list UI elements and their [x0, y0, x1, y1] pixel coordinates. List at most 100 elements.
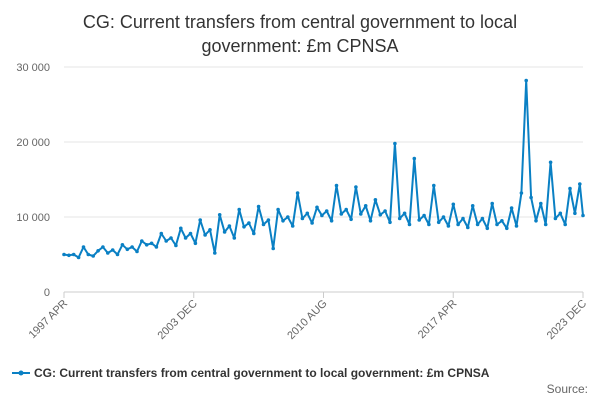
data-point[interactable] — [247, 221, 251, 225]
data-point[interactable] — [563, 222, 567, 227]
data-point[interactable] — [174, 243, 178, 248]
data-point[interactable] — [281, 219, 285, 223]
data-point[interactable] — [62, 252, 66, 257]
data-point[interactable] — [96, 249, 100, 253]
data-point[interactable] — [144, 243, 149, 247]
data-point[interactable] — [539, 201, 543, 206]
data-point[interactable] — [543, 222, 548, 227]
data-point[interactable] — [305, 211, 310, 216]
data-point[interactable] — [485, 226, 490, 231]
data-point[interactable] — [388, 220, 392, 225]
data-point[interactable] — [558, 211, 563, 216]
data-point[interactable] — [519, 191, 524, 195]
data-point[interactable] — [568, 186, 572, 191]
data-point[interactable] — [266, 218, 271, 222]
data-point[interactable] — [378, 213, 383, 217]
data-point[interactable] — [393, 141, 397, 146]
data-point[interactable] — [71, 252, 76, 257]
data-point[interactable] — [397, 216, 402, 221]
data-point[interactable] — [91, 254, 95, 258]
legend[interactable]: CG: Current transfers from central gover… — [12, 366, 490, 380]
data-point[interactable] — [135, 249, 139, 254]
data-point[interactable] — [183, 236, 188, 240]
data-point[interactable] — [373, 198, 378, 202]
data-point[interactable] — [402, 211, 407, 216]
data-point[interactable] — [509, 206, 514, 210]
data-point[interactable] — [208, 228, 212, 232]
data-point[interactable] — [573, 211, 577, 216]
data-point[interactable] — [106, 251, 110, 255]
data-point[interactable] — [441, 215, 446, 219]
data-point[interactable] — [368, 219, 373, 223]
data-point[interactable] — [315, 205, 319, 210]
data-point[interactable] — [149, 241, 154, 246]
data-point[interactable] — [237, 207, 241, 212]
data-point[interactable] — [324, 209, 329, 213]
data-point[interactable] — [290, 224, 295, 228]
data-point[interactable] — [193, 241, 198, 246]
data-point[interactable] — [432, 183, 436, 188]
data-point[interactable] — [159, 231, 164, 236]
data-point[interactable] — [407, 222, 412, 227]
data-point[interactable] — [130, 245, 134, 249]
data-point[interactable] — [256, 204, 261, 209]
data-point[interactable] — [140, 239, 144, 243]
data-point[interactable] — [529, 195, 533, 200]
data-point[interactable] — [553, 216, 558, 221]
data-point[interactable] — [436, 220, 441, 225]
data-point[interactable] — [203, 233, 207, 237]
data-point[interactable] — [188, 231, 193, 236]
data-point[interactable] — [110, 248, 115, 252]
data-point[interactable] — [222, 230, 227, 234]
data-point[interactable] — [101, 245, 105, 249]
data-point[interactable] — [261, 222, 266, 227]
data-point[interactable] — [548, 160, 553, 165]
data-point[interactable] — [480, 216, 485, 221]
data-point[interactable] — [505, 226, 509, 231]
data-point[interactable] — [217, 213, 222, 217]
data-point[interactable] — [514, 224, 519, 228]
data-point[interactable] — [354, 185, 358, 189]
data-point[interactable] — [495, 222, 499, 227]
data-point[interactable] — [461, 216, 465, 221]
data-point[interactable] — [344, 207, 349, 212]
data-point[interactable] — [475, 222, 480, 227]
data-point[interactable] — [242, 225, 246, 229]
data-point[interactable] — [422, 213, 426, 218]
data-point[interactable] — [334, 183, 339, 188]
data-point[interactable] — [67, 253, 71, 258]
data-point[interactable] — [271, 246, 276, 251]
data-point[interactable] — [581, 213, 585, 218]
data-point[interactable] — [359, 212, 363, 216]
data-point[interactable] — [349, 217, 353, 222]
data-point[interactable] — [363, 204, 368, 208]
data-point[interactable] — [446, 224, 451, 228]
data-point[interactable] — [329, 219, 334, 223]
data-point[interactable] — [490, 201, 495, 206]
data-point[interactable] — [310, 221, 314, 225]
data-point[interactable] — [456, 222, 460, 227]
data-point[interactable] — [295, 191, 300, 195]
data-point[interactable] — [534, 219, 538, 223]
data-point[interactable] — [300, 216, 305, 221]
data-point[interactable] — [227, 224, 232, 228]
legend-series-label[interactable]: CG: Current transfers from central gover… — [34, 366, 490, 380]
data-point[interactable] — [120, 243, 125, 247]
data-point[interactable] — [417, 218, 422, 222]
data-point[interactable] — [81, 245, 86, 249]
data-point[interactable] — [164, 239, 168, 243]
data-point[interactable] — [276, 207, 280, 212]
data-point[interactable] — [169, 236, 173, 240]
data-point[interactable] — [383, 209, 387, 213]
data-point[interactable] — [470, 204, 475, 208]
data-point[interactable] — [213, 251, 217, 255]
data-point[interactable] — [125, 247, 130, 252]
data-point[interactable] — [76, 255, 81, 260]
data-point[interactable] — [179, 226, 183, 231]
data-point[interactable] — [198, 218, 202, 222]
data-point[interactable] — [154, 245, 159, 249]
data-point[interactable] — [524, 78, 528, 83]
data-point[interactable] — [86, 252, 91, 257]
data-point[interactable] — [466, 225, 470, 230]
data-point[interactable] — [500, 219, 504, 223]
